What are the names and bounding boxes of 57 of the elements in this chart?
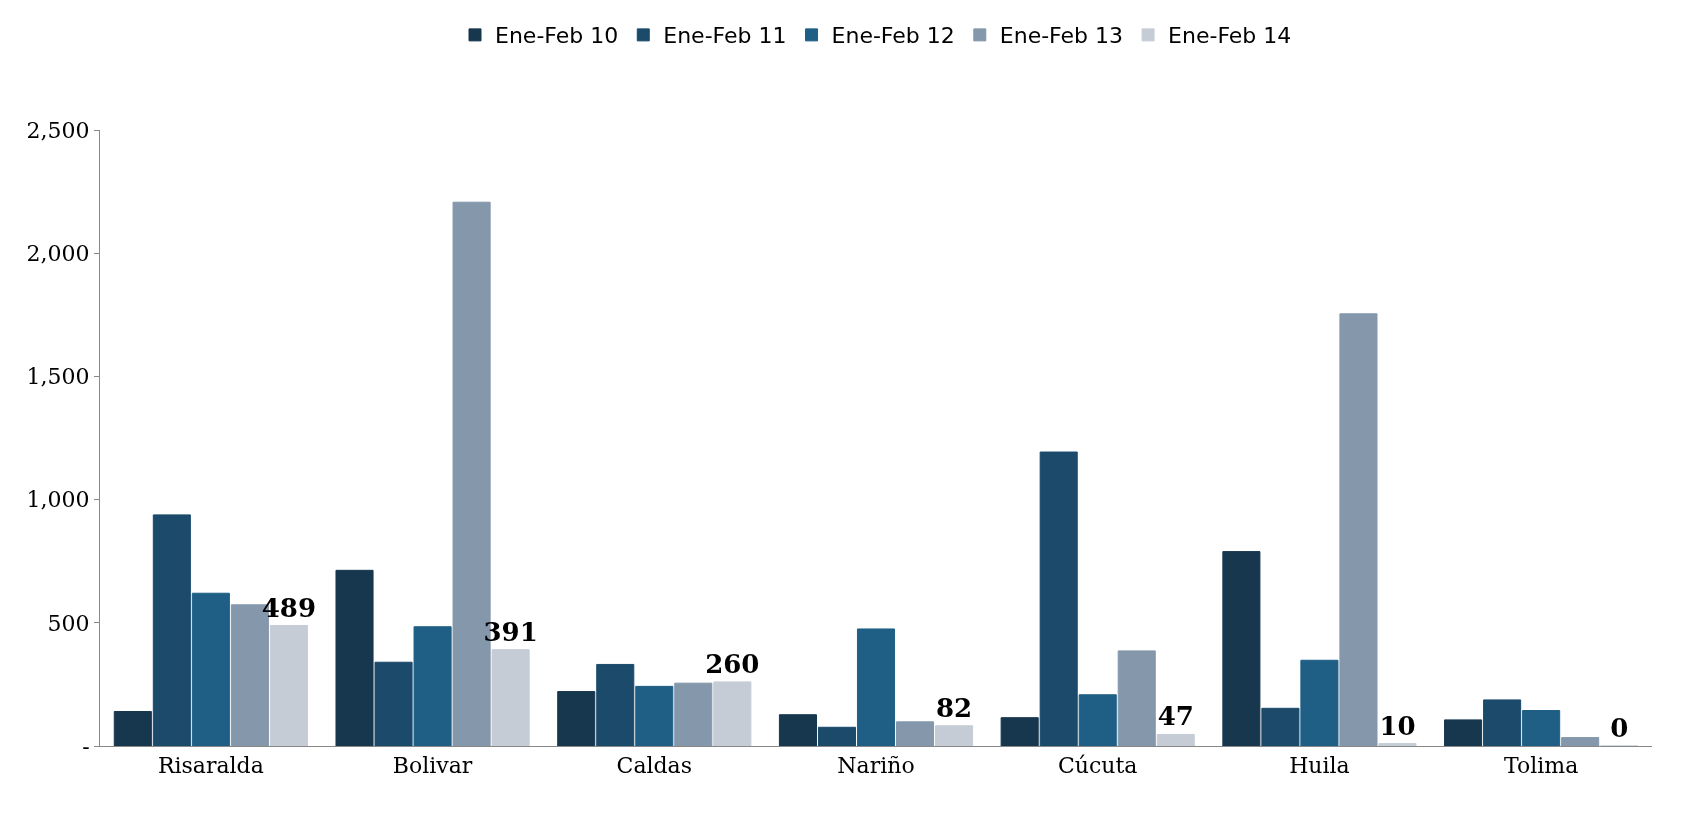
x-tick-label: Nariño — [837, 753, 915, 779]
legend-label: Ene-Feb 10 — [495, 23, 619, 49]
bar — [413, 626, 452, 746]
bar — [1156, 733, 1195, 746]
x-tick-label: Huila — [1289, 753, 1350, 779]
bar — [778, 714, 817, 746]
bar — [1117, 650, 1156, 746]
data-label: 391 — [483, 616, 538, 647]
x-tick-label: Cúcuta — [1057, 753, 1138, 779]
x-tick-label: Tolima — [1504, 753, 1579, 779]
bar — [674, 682, 713, 746]
legend-label: Ene-Feb 14 — [1168, 23, 1292, 49]
bar — [1444, 719, 1483, 746]
bar — [1378, 743, 1417, 746]
bar — [1561, 737, 1600, 746]
y-tick-label: 2,000 — [26, 240, 90, 266]
bar — [817, 726, 857, 746]
data-label: 260 — [705, 648, 760, 679]
x-tick-label: Caldas — [616, 753, 693, 779]
bar — [269, 625, 308, 746]
bar — [191, 592, 230, 746]
x-tick-label: Bolivar — [392, 753, 473, 779]
bar — [113, 711, 152, 746]
data-label: 10 — [1379, 710, 1416, 741]
bar — [596, 663, 635, 746]
bar — [374, 661, 413, 746]
data-label: 489 — [261, 592, 317, 623]
legend-label: Ene-Feb 13 — [999, 23, 1124, 49]
bar — [1078, 694, 1117, 746]
bar — [1339, 313, 1378, 746]
bar — [713, 681, 752, 746]
bar — [491, 649, 530, 746]
y-tick-label: 1,000 — [26, 487, 90, 513]
bar — [1000, 717, 1039, 746]
bar — [635, 685, 674, 746]
y-tick-label: 500 — [47, 610, 90, 636]
legend-label: Ene-Feb 11 — [663, 23, 787, 49]
data-label: 47 — [1157, 701, 1194, 732]
data-label: 0 — [1610, 713, 1629, 743]
x-tick-label: Risaralda — [157, 753, 264, 779]
bar — [1222, 551, 1261, 746]
y-tick-label: - — [82, 733, 90, 759]
bar — [152, 514, 191, 746]
bar — [856, 628, 896, 746]
bar — [895, 721, 935, 746]
bar — [1261, 707, 1300, 746]
bar — [935, 725, 974, 746]
bar — [335, 569, 374, 746]
bar — [557, 691, 596, 746]
y-tick-label: 1,500 — [26, 364, 90, 390]
bar — [1522, 710, 1561, 746]
bar — [1039, 451, 1078, 746]
data-label: 82 — [935, 692, 973, 723]
bar — [1483, 699, 1522, 746]
legend-label: Ene-Feb 12 — [831, 23, 955, 49]
y-tick-label: 2,500 — [26, 117, 90, 143]
bar — [1300, 659, 1339, 746]
